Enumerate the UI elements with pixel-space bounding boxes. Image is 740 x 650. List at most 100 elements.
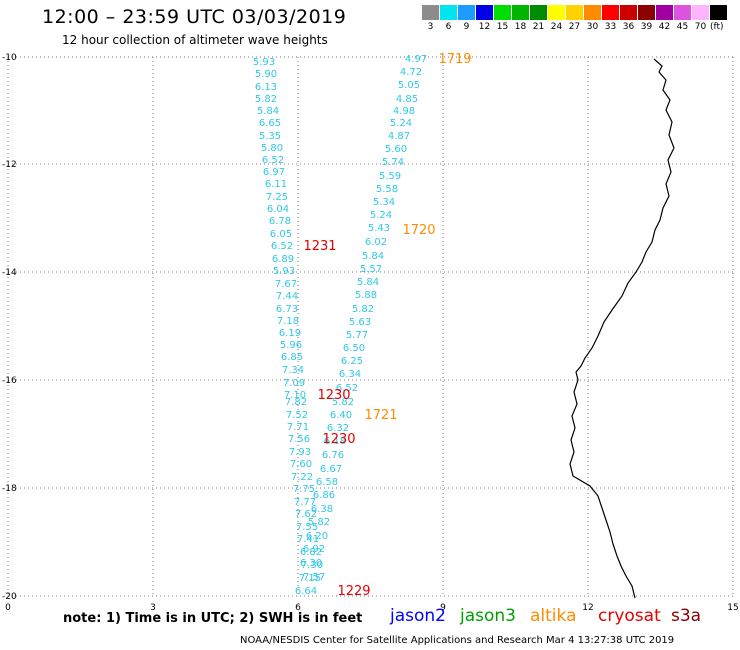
- legend-swatch: [530, 5, 547, 20]
- wave-height-label: 6.97: [263, 167, 285, 178]
- wave-height-label: 6.82: [300, 547, 322, 558]
- wave-height-label: 6.50: [343, 343, 365, 354]
- wave-height-label: 6.32: [327, 423, 349, 434]
- wave-height-label: 4.97: [405, 54, 427, 65]
- legend-label: 70: [694, 22, 707, 32]
- wave-height-label: 7.62: [295, 509, 317, 520]
- pass-time-label: 1230: [317, 388, 350, 403]
- wave-height-label: 7.71: [287, 422, 309, 433]
- legend-swatch: [458, 5, 475, 20]
- wave-height-label: 6.89: [272, 254, 294, 265]
- wave-height-label: 5.82: [352, 304, 374, 315]
- wave-height-label: 6.40: [330, 410, 352, 421]
- wave-height-label: 7.82: [285, 397, 307, 408]
- lat-tick-label: -12: [2, 160, 17, 170]
- axis-tick-labels: 0 3 6 9 12 15 -10 -12 -14 -16 -18 -20: [2, 53, 739, 613]
- legend-swatch: [422, 5, 439, 20]
- wave-height-label: 7.30: [301, 560, 323, 571]
- satellite-label: altika: [530, 606, 577, 626]
- wave-height-label: 6.65: [259, 118, 281, 129]
- wave-height-label: 7.67: [275, 279, 297, 290]
- pass-time-label: 1229: [337, 584, 370, 599]
- legend-unit: (ft): [710, 22, 724, 32]
- legend-swatch: [512, 5, 529, 20]
- satellite-label: jason2: [390, 606, 446, 626]
- wave-height-label: 5.88: [355, 290, 377, 301]
- wave-height-label: 6.38: [311, 504, 333, 515]
- page-title: 12:00 – 23:59 UTC 03/03/2019: [42, 6, 347, 28]
- wave-height-label: 7.41: [297, 534, 319, 545]
- legend-label: 21: [532, 22, 545, 32]
- pass-time-label: 1719: [438, 52, 471, 67]
- legend-label: 24: [550, 22, 563, 32]
- wave-height-label: 6.76: [322, 450, 344, 461]
- wave-height-label: 5.57: [360, 264, 382, 275]
- wave-height-label: 7.57: [303, 572, 325, 583]
- legend-label: 30: [586, 22, 599, 32]
- satellite-label: s3a: [671, 606, 702, 626]
- wave-height-label: 7.60: [290, 459, 312, 470]
- wave-height-label: 6.73: [276, 304, 298, 315]
- lon-tick-label: 9: [440, 603, 446, 613]
- wave-height-label: 5.96: [280, 340, 302, 351]
- wave-height-label: 6.85: [281, 352, 303, 363]
- wave-height-values: 5.935.906.135.825.846.655.355.806.526.97…: [253, 52, 472, 599]
- wave-height-label: 4.72: [400, 67, 422, 78]
- lon-tick-label: 6: [295, 603, 301, 613]
- lon-tick-label: 3: [150, 603, 156, 613]
- legend-label: 3: [427, 22, 434, 32]
- legend-label: 36: [622, 22, 635, 32]
- legend-swatch: [620, 5, 637, 20]
- wave-height-label: 6.25: [341, 356, 363, 367]
- legend-swatch: [440, 5, 457, 20]
- lon-tick-label: 15: [727, 603, 738, 613]
- wave-height-label: 7.10: [284, 390, 306, 401]
- wave-height-label: 7.18: [277, 316, 299, 327]
- page-subtitle: 12 hour collection of altimeter wave hei…: [62, 33, 328, 47]
- wave-height-label: 5.80: [261, 143, 283, 154]
- wave-height-label: 6.64: [295, 586, 317, 597]
- legend-label: 9: [463, 22, 470, 32]
- wave-height-label: 7.55: [296, 522, 318, 533]
- footer-note: note: 1) Time is in UTC; 2) SWH is in fe…: [63, 611, 363, 626]
- satellite-label: cryosat: [598, 606, 661, 626]
- wave-height-label: 6.52: [271, 241, 293, 252]
- legend-swatch: [566, 5, 583, 20]
- lon-tick-label: 0: [5, 603, 11, 613]
- wave-height-label: 5.84: [362, 251, 384, 262]
- wave-height-label: 4.87: [388, 131, 410, 142]
- wave-height-label: 5.84: [257, 106, 279, 117]
- legend-swatch: [638, 5, 655, 20]
- wave-height-label: 5.35: [259, 131, 281, 142]
- legend-swatch: [656, 5, 673, 20]
- wave-height-label: 5.77: [346, 330, 368, 341]
- coastline: [569, 58, 675, 599]
- lat-lon-grid: [7, 56, 734, 597]
- wave-height-label: 5.63: [349, 317, 371, 328]
- wave-height-label: 7.44: [276, 291, 298, 302]
- legend-label: 6: [445, 22, 452, 32]
- legend-swatch: [476, 5, 493, 20]
- wave-height-label: 4.98: [393, 106, 415, 117]
- lat-tick-label: -10: [2, 53, 17, 63]
- wave-height-label: 5.34: [373, 197, 395, 208]
- wave-height-label: 7.22: [291, 472, 313, 483]
- pass-time-label: 1230: [322, 432, 355, 447]
- wave-height-label: 6.20: [306, 531, 328, 542]
- wave-height-label: 6.30: [300, 558, 322, 569]
- wave-height-label: 4.85: [396, 94, 418, 105]
- wave-height-label: 5.90: [255, 69, 277, 80]
- wave-height-label: 7.15: [299, 573, 321, 584]
- lat-tick-label: -16: [2, 376, 17, 386]
- legend-label: 42: [658, 22, 671, 32]
- wave-height-label: 6.52: [262, 155, 284, 166]
- wave-height-label: 5.58: [376, 184, 398, 195]
- wave-height-label: 7.93: [289, 447, 311, 458]
- wave-height-label: 6.58: [316, 477, 338, 488]
- wave-height-label: 6.67: [320, 464, 342, 475]
- wave-height-label: 7.75: [293, 484, 315, 495]
- legend-swatch: [710, 5, 727, 20]
- wave-height-label: 7.52: [286, 410, 308, 421]
- wave-height-label: 5.93: [253, 57, 275, 68]
- wave-height-label: 7.56: [288, 434, 310, 445]
